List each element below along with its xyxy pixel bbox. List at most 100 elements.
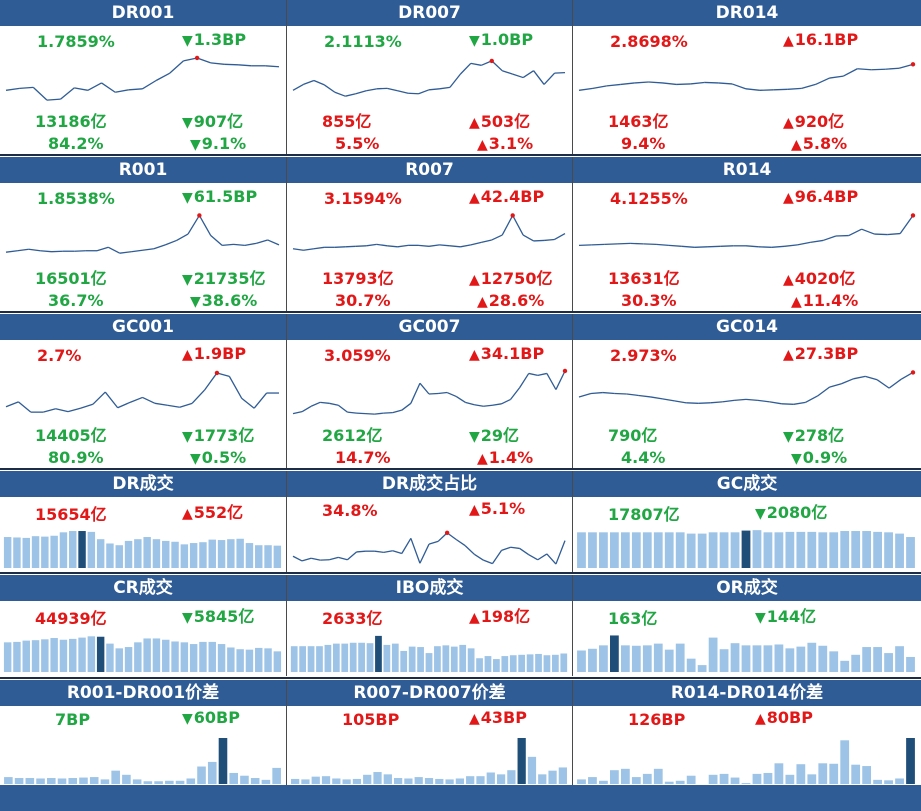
series-line-segment (718, 82, 733, 85)
bar (496, 774, 506, 784)
bar (873, 531, 882, 568)
series-line-segment (522, 70, 534, 79)
bar (199, 641, 207, 672)
series-line-segment (734, 398, 747, 402)
bar (31, 640, 40, 672)
up-arrow-icon: ▲ (783, 272, 794, 288)
bar (558, 767, 567, 784)
series-line-segment (292, 248, 304, 251)
bar (207, 761, 217, 784)
share-change-value: 5.8% (802, 134, 848, 153)
series-line-segment (310, 557, 321, 561)
bar (527, 756, 537, 784)
change: ▲80BP (755, 708, 813, 727)
bar (311, 776, 320, 784)
value: 126BP (628, 710, 685, 729)
series-line-segment (757, 399, 770, 403)
bar (261, 779, 271, 784)
series-line-segment (483, 559, 493, 565)
bar (445, 779, 454, 784)
up-arrow-icon: ▲ (791, 137, 802, 153)
up-arrow-icon: ▲ (469, 347, 480, 363)
value-value: 126BP (628, 710, 686, 729)
series-line-segment (32, 86, 48, 101)
volume-value: 1463亿 (608, 112, 669, 131)
change: ▼5845亿 (182, 603, 254, 627)
bar (873, 647, 882, 672)
series-line-segment (55, 408, 69, 413)
bar (686, 533, 696, 568)
value-value: 15654亿 (35, 505, 107, 524)
down-arrow-icon: ▼ (755, 506, 766, 522)
bar (236, 649, 244, 672)
series-line-segment (491, 60, 503, 72)
share: 4.4% (621, 448, 665, 467)
panel-title: DR007 (287, 0, 572, 26)
bar (143, 638, 151, 672)
series-line-segment (449, 245, 461, 248)
bar (13, 641, 21, 672)
panel-title: GC001 (0, 314, 286, 340)
row-divider (0, 311, 921, 313)
series-line-segment (244, 242, 257, 246)
volume: 790亿 (608, 422, 657, 446)
series-line-segment (787, 87, 802, 90)
bar (708, 637, 718, 672)
volume-change-value: 1773亿 (193, 426, 255, 445)
panel-or: OR成交 163亿 ▼144亿 (573, 575, 921, 676)
series-line-segment (848, 228, 862, 237)
share-change-value: 11.4% (802, 291, 859, 310)
value: 7BP (55, 710, 90, 729)
series-line-segment (578, 392, 592, 398)
series-line-segment (815, 77, 830, 86)
bar (675, 780, 685, 784)
rate-value: 3.1594% (324, 189, 402, 208)
bar (840, 531, 850, 568)
bar (4, 777, 13, 784)
bar (763, 772, 773, 784)
series-line-segment (428, 244, 440, 247)
share-value: 36.7% (48, 291, 104, 310)
bar (358, 642, 365, 672)
share-change-value: 9.1% (201, 134, 247, 153)
series-line-segment (492, 403, 502, 406)
row-divider (0, 154, 921, 156)
rate-change-value: 1.0BP (480, 30, 534, 49)
panel-title: R001 (0, 157, 286, 183)
series-line-segment (455, 538, 466, 547)
series-line-segment (329, 556, 339, 561)
series-line-segment (329, 402, 339, 406)
series-line-segment (681, 245, 695, 248)
series-line-segment (320, 401, 330, 404)
bar (851, 531, 861, 568)
bar (719, 532, 729, 568)
down-arrow-icon: ▼ (182, 33, 193, 49)
series-line-segment (455, 395, 466, 403)
bar (341, 643, 349, 672)
series-line-segment (502, 70, 513, 75)
series-line-segment (155, 72, 171, 82)
panel-r001-dr001: R001-DR001价差 7BP ▼60BP (0, 680, 287, 785)
bar (100, 779, 110, 784)
series-line-segment (397, 90, 409, 94)
bar (106, 643, 114, 672)
bar (14, 778, 24, 784)
bar (829, 651, 839, 672)
rate-change-value: 27.3BP (794, 344, 859, 363)
bar (560, 653, 568, 672)
series-line-segment (662, 82, 677, 86)
bar (143, 537, 151, 568)
series-line-segment (165, 239, 177, 246)
volume: 16501亿 (35, 265, 107, 289)
series-line-segment (439, 244, 450, 247)
series-line-segment (546, 553, 557, 565)
down-arrow-icon: ▼ (190, 451, 201, 467)
series-line-segment (481, 239, 492, 244)
bar (50, 535, 58, 568)
bar (31, 536, 40, 568)
series-line-segment (418, 89, 430, 95)
bar (79, 777, 88, 784)
bar (332, 778, 341, 784)
bar (653, 532, 663, 568)
bar (197, 766, 206, 784)
